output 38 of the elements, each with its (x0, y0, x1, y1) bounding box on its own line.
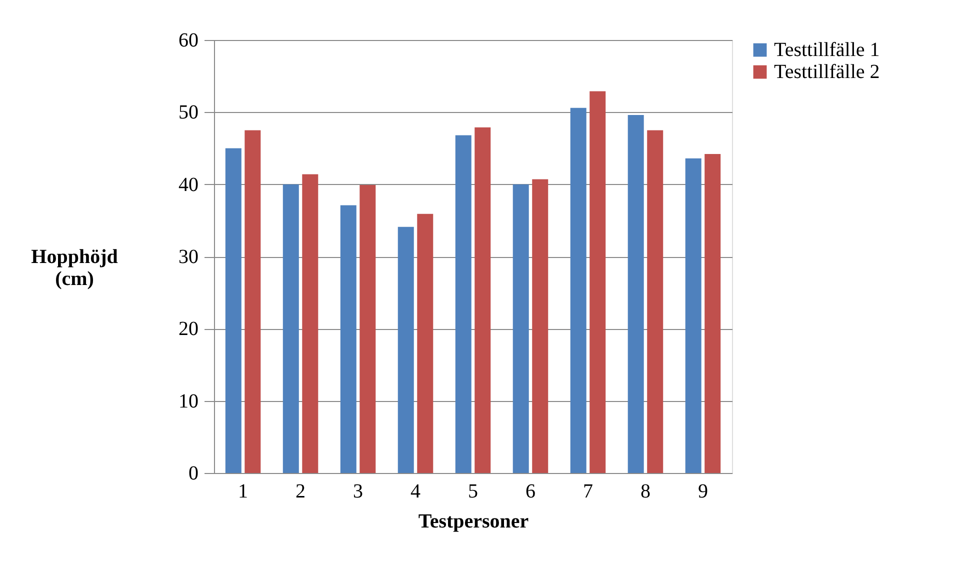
bar (398, 226, 414, 473)
y-tick-label: 20 (178, 318, 198, 340)
y-tick-label: 30 (178, 246, 198, 268)
x-tick-label: 3 (353, 480, 364, 502)
bar (282, 184, 299, 473)
x-tick-label: 6 (525, 480, 536, 502)
bar (417, 214, 434, 473)
bar (532, 179, 548, 473)
bar (704, 154, 721, 473)
bar (628, 115, 644, 473)
bar (244, 130, 261, 473)
legend-label: Testtillfälle 1 (774, 39, 880, 61)
bar (647, 130, 664, 473)
bar (455, 135, 472, 473)
x-axis-title: Testpersoner (418, 510, 529, 532)
bar (685, 158, 702, 473)
x-tick-label: 4 (410, 480, 421, 502)
x-tick-label: 9 (698, 480, 708, 502)
y-tick-label: 0 (188, 462, 198, 484)
bar (590, 91, 606, 473)
bar (302, 174, 318, 473)
bar (474, 127, 491, 473)
y-axis-title: Hopphöjd (cm) (31, 246, 118, 290)
x-tick-label: 7 (582, 480, 593, 502)
x-tick-label: 2 (296, 480, 306, 502)
x-tick-label: 5 (468, 480, 478, 502)
y-tick-label: 60 (178, 30, 198, 52)
y-tick-label: 10 (178, 390, 198, 412)
bar (225, 148, 242, 473)
legend-label: Testtillfälle 2 (774, 61, 880, 83)
y-tick-label: 40 (178, 174, 198, 196)
bar (340, 205, 356, 473)
bar (570, 108, 586, 473)
x-tick-label: 1 (238, 480, 248, 502)
x-tick-label: 8 (640, 480, 650, 502)
bar (512, 184, 529, 473)
y-tick-label: 50 (178, 102, 198, 124)
bar (360, 185, 376, 473)
